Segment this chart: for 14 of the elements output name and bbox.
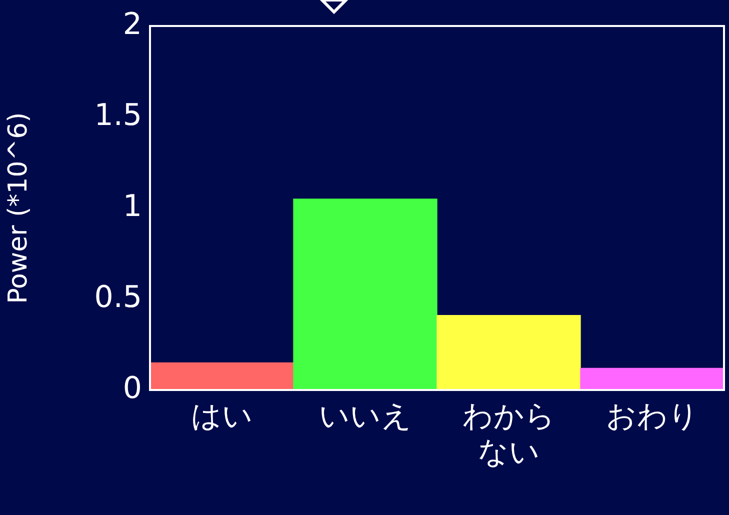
y-tick-label: 2 (122, 6, 142, 42)
y-axis-title: Power (*10^6) (3, 112, 34, 304)
x-tick-label: はい (190, 398, 253, 434)
x-tick-label: いいえ (318, 398, 412, 434)
y-tick-label: 1 (122, 188, 142, 224)
y-tick-label: 0 (122, 370, 142, 406)
bar (580, 368, 724, 390)
bar (436, 315, 581, 390)
x-tick-label: おわり (606, 398, 699, 434)
y-tick-label: 0.5 (94, 280, 142, 315)
bar (150, 362, 294, 390)
bar (293, 198, 438, 390)
x-tick-label: わからない (462, 398, 556, 470)
y-tick-label: 1.5 (94, 98, 142, 133)
